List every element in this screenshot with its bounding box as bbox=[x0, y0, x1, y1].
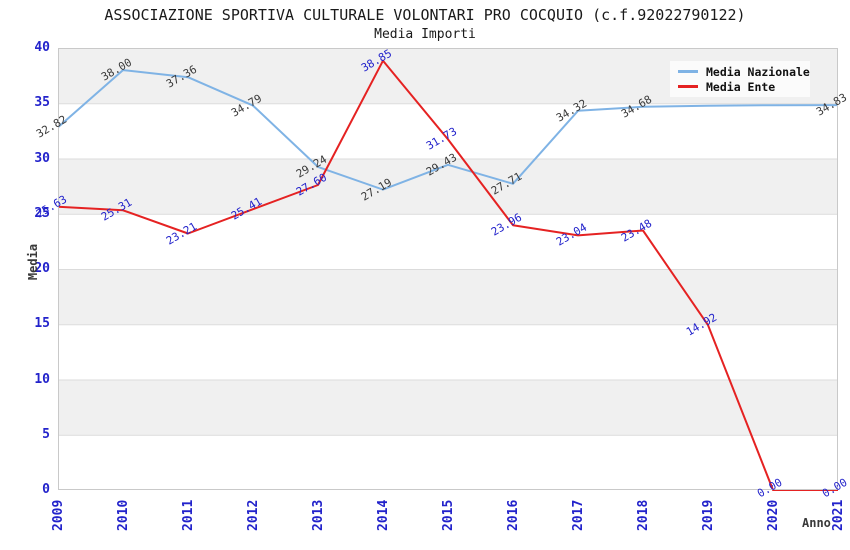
point-label: 34.83 bbox=[813, 90, 849, 119]
y-tick-label: 30 bbox=[34, 150, 50, 166]
point-label: 23.21 bbox=[163, 219, 199, 248]
legend-label: Media Nazionale bbox=[706, 64, 810, 79]
band bbox=[58, 379, 838, 435]
point-label: 25.41 bbox=[228, 194, 264, 223]
plot-border bbox=[58, 48, 838, 490]
y-tick-label: 10 bbox=[34, 371, 50, 387]
point-label: 38.00 bbox=[98, 55, 134, 84]
point-label: 27.19 bbox=[358, 175, 394, 204]
x-tick-label: 2019 bbox=[700, 499, 716, 531]
x-tick-label: 2020 bbox=[765, 499, 781, 531]
legend-label: Media Ente bbox=[706, 79, 776, 94]
y-tick-label: 25 bbox=[34, 205, 50, 221]
legend: Media Nazionale Media Ente bbox=[670, 61, 810, 97]
x-tick-label: 2014 bbox=[375, 499, 391, 531]
point-label: 14.92 bbox=[683, 310, 719, 339]
y-tick-label: 5 bbox=[42, 426, 50, 442]
point-label: 25.63 bbox=[33, 192, 69, 221]
x-tick-label: 2012 bbox=[245, 499, 261, 531]
series-line-media-nazionale bbox=[57, 69, 839, 191]
point-label: 23.48 bbox=[618, 216, 654, 245]
point-label: 0.00 bbox=[819, 475, 849, 501]
x-tick-label: 2021 bbox=[830, 499, 846, 531]
legend-line-swatch bbox=[678, 70, 698, 73]
point-label: 34.32 bbox=[553, 96, 589, 125]
chart-title: ASSOCIAZIONE SPORTIVA CULTURALE VOLONTAR… bbox=[104, 6, 746, 24]
y-tick-label: 35 bbox=[34, 95, 50, 111]
point-label: 25.31 bbox=[98, 196, 134, 224]
x-tick-label: 2015 bbox=[440, 499, 456, 531]
point-label: 34.68 bbox=[618, 92, 654, 121]
point-label: 38.85 bbox=[358, 46, 394, 75]
x-tick-label: 2010 bbox=[115, 499, 131, 531]
legend-line-swatch bbox=[678, 85, 698, 88]
y-tick-label: 0 bbox=[42, 482, 50, 497]
point-label: 31.73 bbox=[423, 125, 459, 153]
chart-subtitle: Media Importi bbox=[374, 27, 476, 42]
point-label: 27.71 bbox=[488, 169, 524, 198]
x-tick-label: 2013 bbox=[310, 499, 326, 531]
x-tick-label: 2016 bbox=[505, 499, 521, 531]
x-tick-label: 2017 bbox=[570, 499, 586, 531]
y-tick-label: 15 bbox=[34, 316, 50, 332]
point-label: 29.43 bbox=[423, 150, 459, 179]
y-axis-title: Media bbox=[26, 243, 40, 281]
x-tick-label: 2011 bbox=[180, 499, 196, 531]
x-tick-label: 2009 bbox=[50, 499, 66, 531]
x-tick-label: 2018 bbox=[635, 499, 651, 531]
series-line-media-ente bbox=[57, 59, 838, 491]
legend-item: Media Ente bbox=[678, 79, 810, 94]
point-label: 32.82 bbox=[33, 113, 69, 141]
y-tick-label: 20 bbox=[34, 261, 50, 276]
y-tick-label: 40 bbox=[34, 40, 50, 55]
point-label: 23.04 bbox=[553, 221, 589, 249]
point-label: 37.36 bbox=[163, 62, 199, 91]
legend-item: Media Nazionale bbox=[678, 64, 810, 79]
point-label: 0.00 bbox=[754, 475, 784, 501]
band bbox=[58, 158, 838, 214]
point-label: 23.96 bbox=[488, 210, 524, 239]
x-axis-title: Anno bbox=[802, 516, 831, 530]
point-label: 34.79 bbox=[228, 91, 264, 120]
band bbox=[58, 269, 838, 325]
